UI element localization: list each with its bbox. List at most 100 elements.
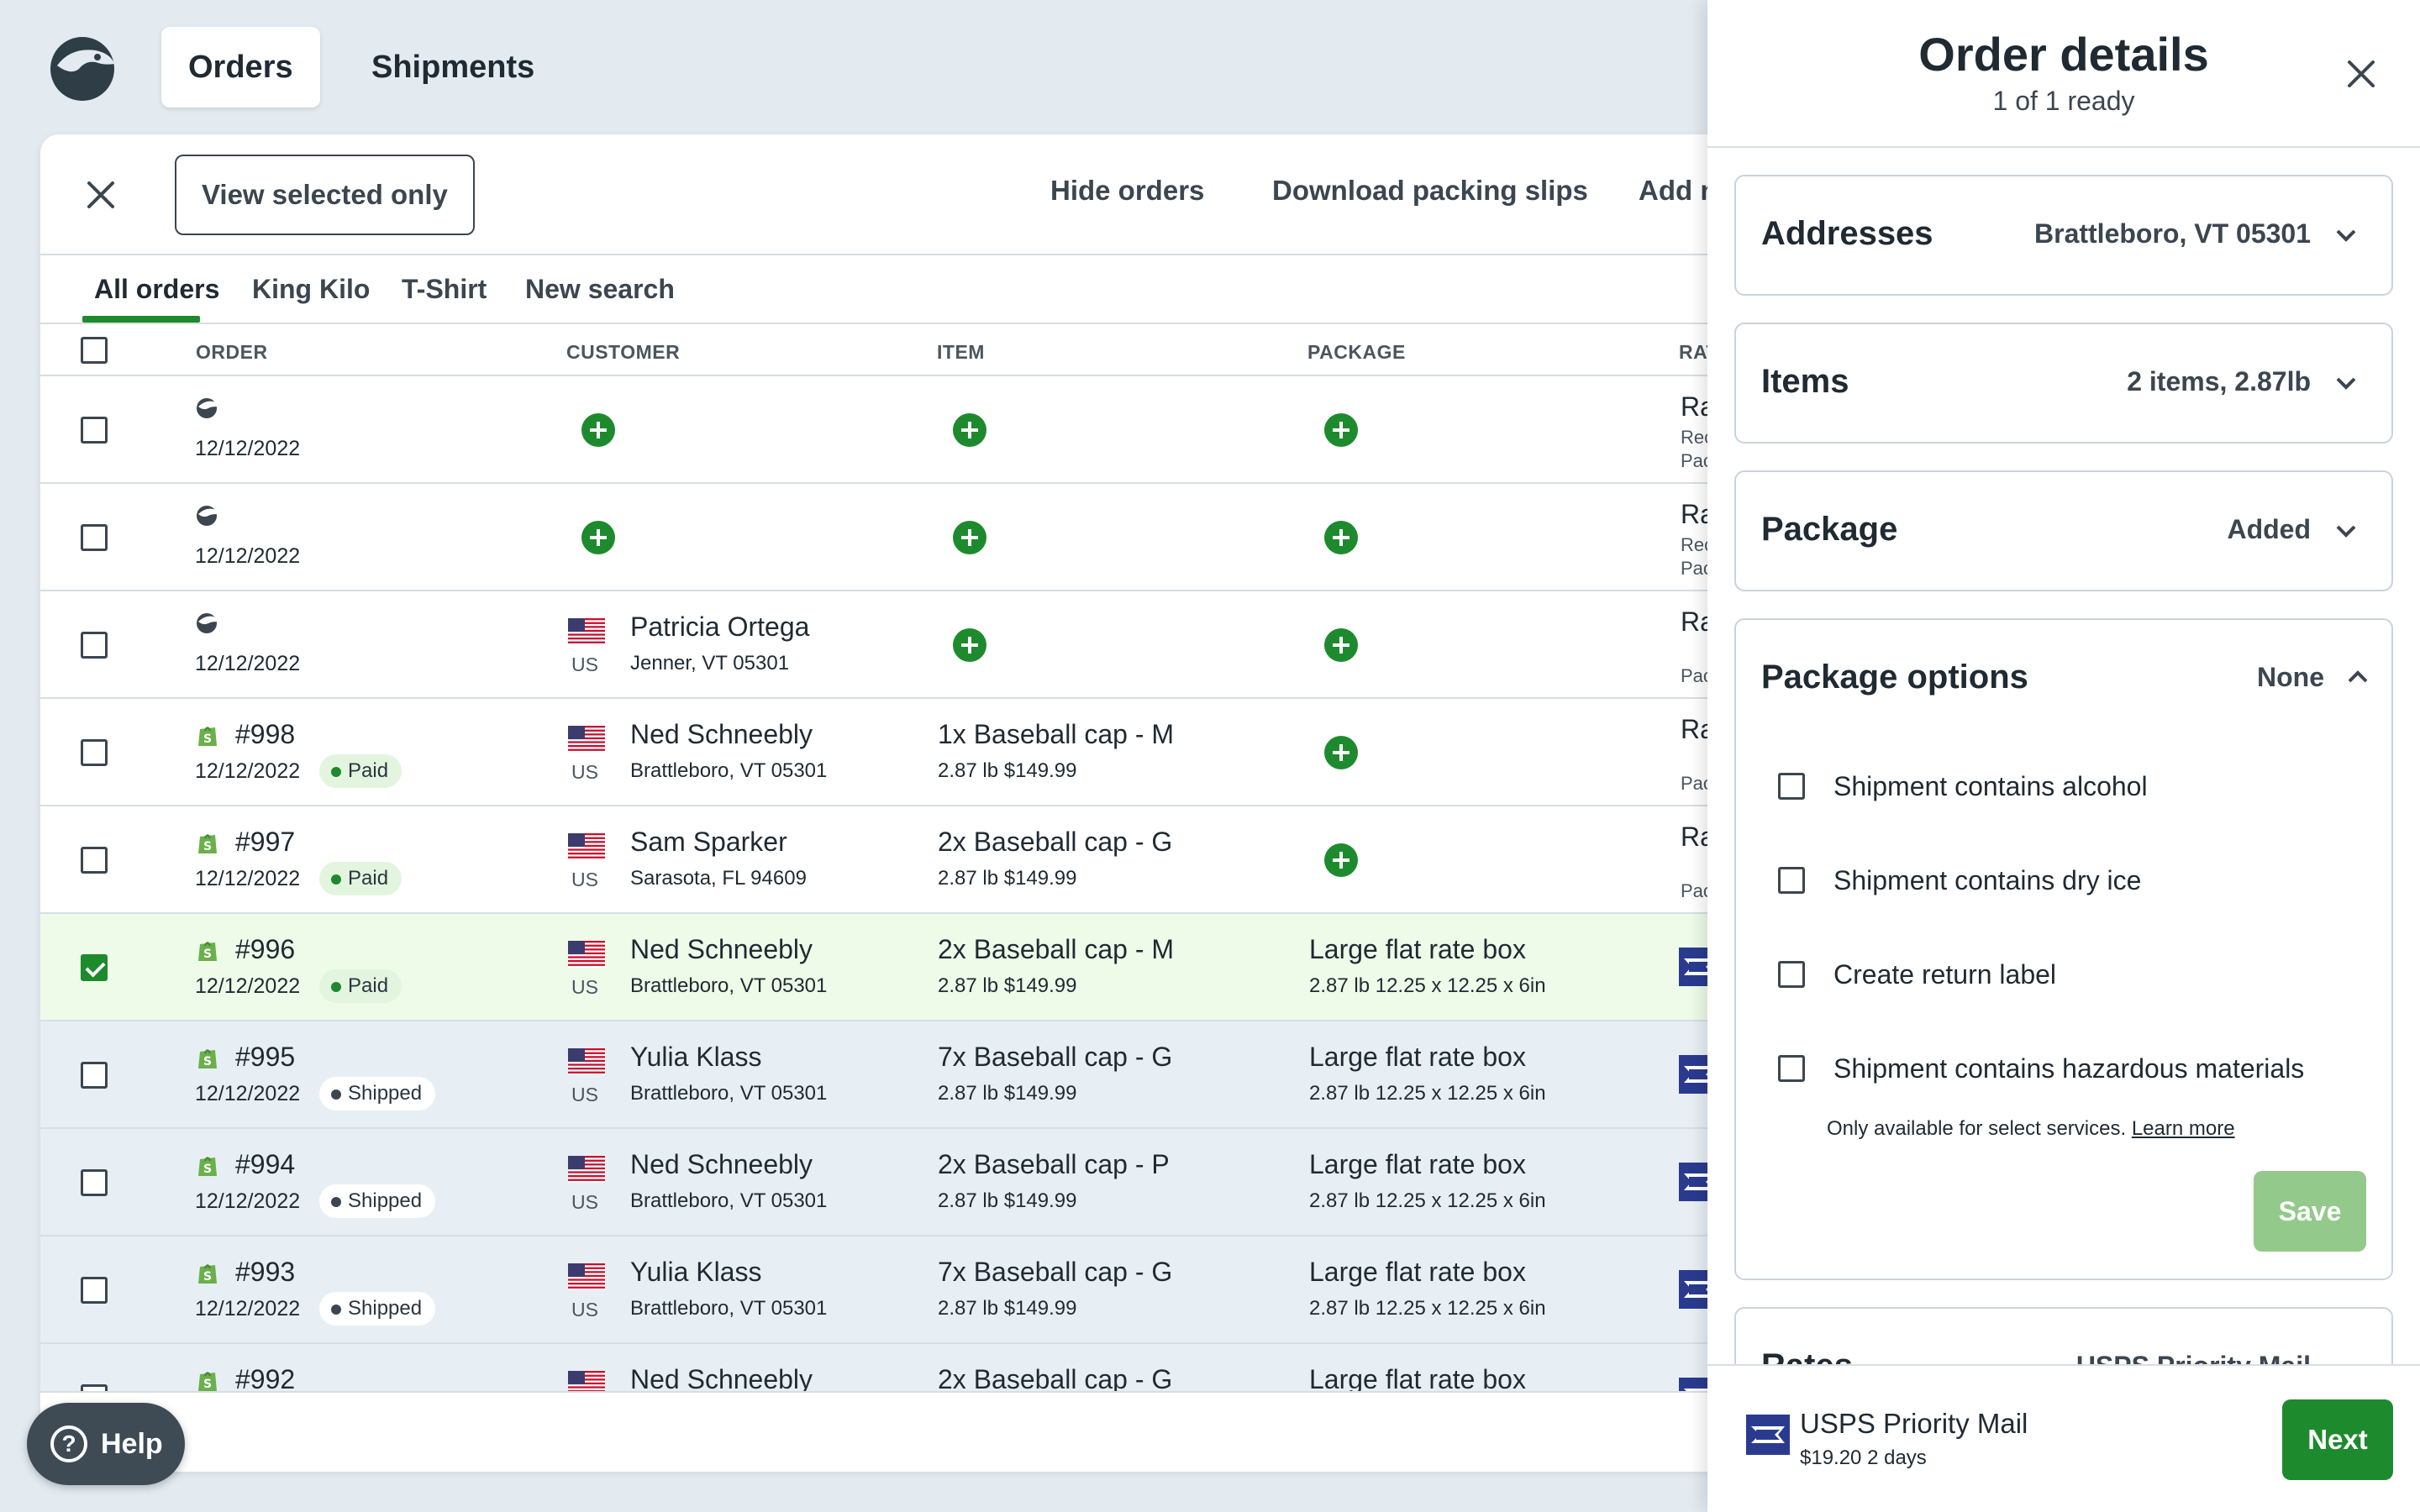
addresses-section[interactable]: Addresses Brattleboro, VT 05301	[1734, 175, 2393, 296]
row-checkbox[interactable]	[81, 417, 108, 444]
dry-ice-checkbox[interactable]	[1778, 867, 1805, 894]
add-item-icon[interactable]	[953, 413, 986, 447]
row-checkbox[interactable]	[81, 632, 108, 659]
option-hazardous[interactable]: Shipment contains hazardous materials	[1778, 1052, 2304, 1085]
order-number[interactable]: #994	[235, 1149, 296, 1179]
nav-tab-orders[interactable]: Orders	[161, 27, 320, 108]
shopify-icon: S	[198, 1264, 217, 1284]
order-number[interactable]: #998	[235, 719, 296, 749]
row-checkbox[interactable]	[81, 1062, 108, 1089]
table-row[interactable]: S #994 12/12/2022 Shipped US Ned Schneebly Bra…	[40, 1129, 1805, 1236]
table-row[interactable]: S #993 12/12/2022 Shipped US Yulia Klass Bratt…	[40, 1236, 1805, 1344]
item-meta: 2.87 lb $149.99	[938, 1082, 1077, 1105]
table-row[interactable]: 12/12/2022 US Patricia Ortega Jenner, VT 05…	[40, 591, 1805, 699]
status-badge: Shipped	[319, 1077, 436, 1110]
next-button[interactable]: Next	[2282, 1399, 2393, 1480]
select-all-checkbox[interactable]	[81, 337, 108, 364]
items-section[interactable]: Items 2 items, 2.87lb	[1734, 323, 2393, 444]
order-number[interactable]: #996	[235, 934, 296, 964]
chevron-down-icon[interactable]	[2336, 376, 2356, 390]
chevron-down-icon[interactable]	[2336, 228, 2356, 242]
table-row[interactable]: S #996 12/12/2022 Paid US Ned Schneebly Brattl…	[40, 914, 1805, 1021]
order-number[interactable]: #992	[235, 1364, 296, 1394]
add-button[interactable]: Add n	[1639, 175, 1718, 206]
status-badge: Paid	[319, 969, 402, 1003]
add-package-icon[interactable]	[1324, 521, 1358, 554]
help-label: Help	[101, 1427, 163, 1460]
download-packing-slips-button[interactable]: Download packing slips	[1272, 175, 1588, 206]
status-badge: Shipped	[319, 1292, 436, 1326]
row-checkbox[interactable]	[81, 1277, 108, 1304]
row-checkbox[interactable]	[81, 847, 108, 874]
add-customer-icon[interactable]	[581, 521, 615, 554]
add-item-icon[interactable]	[953, 521, 986, 554]
row-checkbox[interactable]	[81, 1169, 108, 1196]
add-item-icon[interactable]	[953, 628, 986, 662]
active-tab-indicator	[82, 316, 200, 323]
view-selected-button[interactable]: View selected only	[175, 155, 475, 235]
chevron-up-icon[interactable]	[2348, 670, 2368, 684]
addresses-title: Addresses	[1761, 215, 1933, 252]
column-header-customer[interactable]: CUSTOMER	[566, 341, 681, 363]
brand-logo-icon	[50, 37, 114, 101]
chevron-down-icon[interactable]	[2336, 524, 2356, 538]
alcohol-checkbox[interactable]	[1778, 773, 1805, 800]
add-package-icon[interactable]	[1324, 628, 1358, 662]
table-row[interactable]: S #997 12/12/2022 Paid US Sam Sparker Sarasota…	[40, 806, 1805, 914]
table-row[interactable]: S #998 12/12/2022 Paid US Ned Schneebly Brattl…	[40, 699, 1805, 806]
filter-tab-all-orders[interactable]: All orders	[94, 274, 220, 304]
item-name: 2x Baseball cap - M	[938, 934, 1175, 964]
order-date: 12/12/2022	[195, 867, 301, 890]
add-package-icon[interactable]	[1324, 413, 1358, 447]
nav-tab-shipments[interactable]: Shipments	[371, 49, 535, 85]
save-button[interactable]: Save	[2254, 1171, 2366, 1252]
add-package-icon[interactable]	[1324, 843, 1358, 877]
package-name: Large flat rate box	[1309, 1364, 1526, 1394]
row-checkbox[interactable]	[81, 524, 108, 551]
hide-orders-button[interactable]: Hide orders	[1050, 175, 1205, 206]
brand-mini-icon	[197, 398, 218, 418]
hazardous-checkbox[interactable]	[1778, 1055, 1805, 1082]
customer-name: Ned Schneebly	[630, 719, 813, 749]
option-return-label[interactable]: Create return label	[1778, 958, 2056, 991]
item-name: 7x Baseball cap - G	[938, 1257, 1173, 1287]
learn-more-link[interactable]: Learn more	[2131, 1117, 2235, 1140]
close-panel-icon[interactable]	[2346, 59, 2376, 89]
item-meta: 2.87 lb $149.99	[938, 867, 1077, 890]
order-details-panel: Order details 1 of 1 ready Addresses Bra…	[1707, 0, 2420, 1512]
add-customer-icon[interactable]	[581, 413, 615, 447]
add-package-icon[interactable]	[1324, 736, 1358, 769]
order-date: 12/12/2022	[195, 1297, 301, 1320]
status-badge: Paid	[319, 862, 402, 895]
filter-tab-t-shirt[interactable]: T-Shirt	[402, 274, 487, 304]
filter-tab-new-search[interactable]: New search	[525, 274, 675, 304]
option-dry-ice[interactable]: Shipment contains dry ice	[1778, 864, 2141, 897]
panel-header: Order details 1 of 1 ready	[1707, 0, 2420, 148]
customer-name: Patricia Ortega	[630, 612, 810, 642]
column-header-item[interactable]: ITEM	[937, 341, 985, 363]
help-button[interactable]: ? Help	[27, 1403, 185, 1485]
country-code: US	[571, 976, 598, 998]
package-section[interactable]: Package Added	[1734, 470, 2393, 591]
order-number[interactable]: #993	[235, 1257, 296, 1287]
order-number[interactable]: #995	[235, 1042, 296, 1072]
package-name: Large flat rate box	[1309, 1257, 1526, 1287]
column-header-order[interactable]: ORDER	[196, 341, 268, 363]
filter-tab-king-kilo[interactable]: King Kilo	[252, 274, 371, 304]
close-icon[interactable]	[84, 178, 118, 212]
return-label-checkbox[interactable]	[1778, 961, 1805, 988]
customer-address: Brattleboro, VT 05301	[630, 759, 828, 782]
column-header-package[interactable]: PACKAGE	[1307, 341, 1406, 363]
option-alcohol[interactable]: Shipment contains alcohol	[1778, 769, 2148, 803]
customer-name: Ned Schneebly	[630, 1364, 813, 1394]
row-checkbox[interactable]	[81, 954, 108, 981]
item-name: 2x Baseball cap - G	[938, 827, 1173, 857]
panel-footer: USPS Priority Mail $19.20 2 days Next	[1707, 1364, 2420, 1512]
table-row[interactable]: 12/12/2022 Ra Rec Pac	[40, 376, 1805, 484]
package-name: Large flat rate box	[1309, 934, 1526, 964]
table-row[interactable]: 12/12/2022 Ra Rec Pac	[40, 484, 1805, 591]
table-row[interactable]: S #995 12/12/2022 Shipped US Yulia Klass Bratt…	[40, 1021, 1805, 1129]
order-number[interactable]: #997	[235, 827, 296, 857]
row-checkbox[interactable]	[81, 739, 108, 766]
status-badge: Shipped	[319, 1184, 436, 1218]
